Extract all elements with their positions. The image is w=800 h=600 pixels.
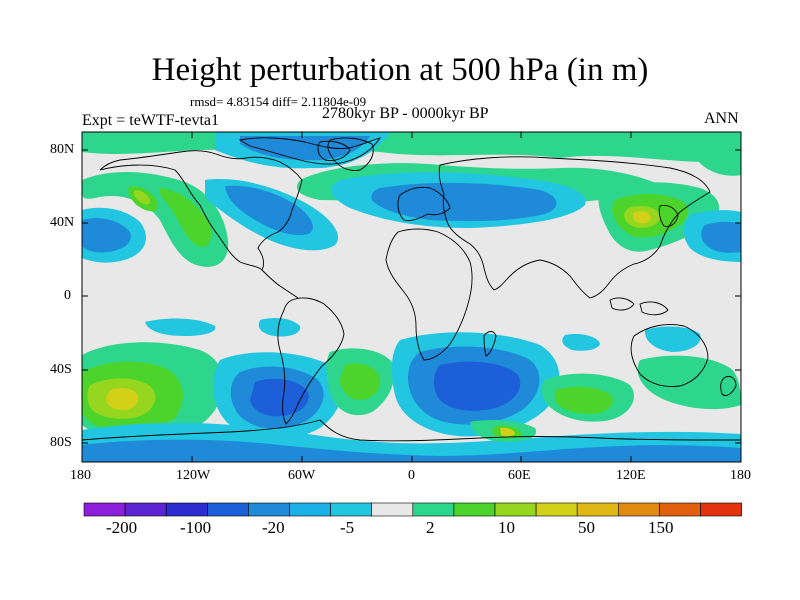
colorbar-box <box>617 502 660 517</box>
colorbar-label: -5 <box>340 518 355 537</box>
colorbar-label: -20 <box>262 518 285 537</box>
colorbar-box <box>330 502 373 517</box>
colorbar-box <box>412 502 455 517</box>
colorbar-box <box>535 502 578 517</box>
lat-label-40s: 40S <box>50 362 72 377</box>
colorbar-box <box>494 502 537 517</box>
lon-label-0: 0 <box>408 468 415 483</box>
period-label: 2780kyr BP - 0000kyr BP <box>322 105 489 122</box>
colorbar-label: 50 <box>578 518 595 537</box>
colorbar-box <box>576 502 619 517</box>
colorbar-label: 10 <box>498 518 515 537</box>
contour-field <box>82 132 741 462</box>
colorbar-box <box>371 502 414 517</box>
lat-label-80s: 80S <box>50 435 72 450</box>
experiment-label: Expt = teWTF-tevta1 <box>82 112 219 129</box>
colorbar-box <box>289 502 331 517</box>
colorbar-label: -200 <box>106 518 138 537</box>
colorbar-label: 150 <box>648 518 674 537</box>
lat-label-40n: 40N <box>50 215 75 230</box>
colorbar-label: -100 <box>180 518 212 537</box>
colorbar-box <box>248 502 290 517</box>
lon-label-60e: 60E <box>508 468 531 483</box>
colorbar-box <box>207 502 249 517</box>
colorbar-box <box>124 502 167 517</box>
coastlines <box>82 137 741 442</box>
lon-label-120e: 120E <box>616 468 646 483</box>
plot-title: Height perturbation at 500 hPa (in m) <box>151 52 649 88</box>
stats-line: rmsd= 4.83154 diff= 2.11804e-09 <box>190 94 367 109</box>
colorbar-box <box>659 502 701 517</box>
colorbar-label: 2 <box>426 518 435 537</box>
lon-tick-marks <box>81 132 742 462</box>
lon-label-120w: 120W <box>176 468 211 483</box>
lon-label-60w: 60W <box>288 468 316 483</box>
colorbar-box <box>165 502 208 517</box>
colorbar-box <box>700 502 742 517</box>
colorbar-box <box>83 502 126 517</box>
colorbar-box <box>453 502 496 517</box>
lon-label-180e: 180 <box>730 468 751 483</box>
lat-label-0: 0 <box>64 288 71 303</box>
season-label: ANN <box>704 110 739 127</box>
colorbar <box>83 502 742 517</box>
lon-label-180w: 180 <box>70 468 91 483</box>
lat-label-80n: 80N <box>50 142 75 157</box>
lat-tick-marks <box>82 149 741 444</box>
